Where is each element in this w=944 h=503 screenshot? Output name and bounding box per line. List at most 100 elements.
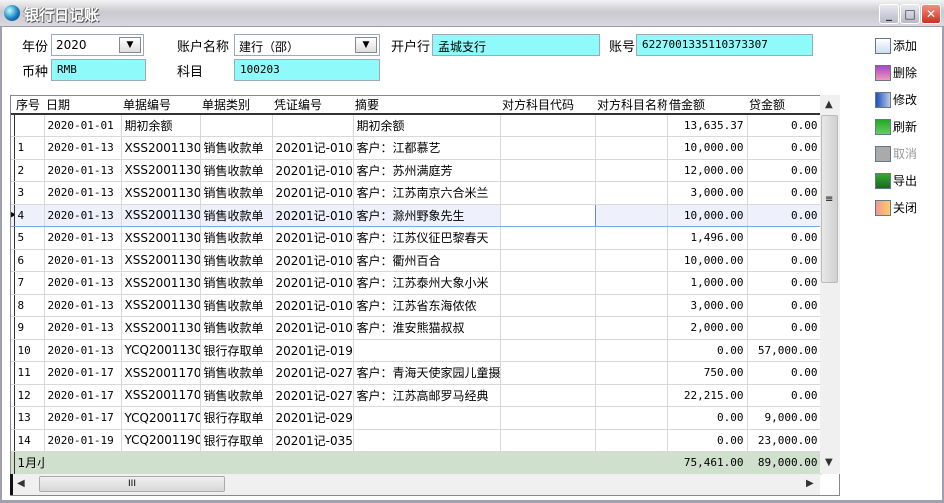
cell-6[interactable]: [500, 294, 596, 317]
cell-0[interactable]: 5: [14, 226, 45, 250]
current-row-indicator-icon[interactable]: ▶: [11, 203, 15, 227]
cell-0[interactable]: 1: [14, 136, 45, 160]
cell-3[interactable]: 销售收款单: [200, 159, 273, 182]
scroll-left-icon[interactable]: ◀: [17, 478, 25, 489]
cell-8[interactable]: 750.00: [667, 361, 748, 385]
cell-2[interactable]: XSS200113009: [121, 294, 201, 317]
cell-2[interactable]: [121, 451, 201, 475]
cell-5[interactable]: [353, 451, 501, 475]
row-header[interactable]: [11, 451, 15, 475]
cell-4[interactable]: 20201记-0103: [272, 181, 354, 205]
toolbar-button-0[interactable]: 添加: [875, 37, 917, 54]
cell-9[interactable]: 0.00: [747, 226, 822, 250]
cell-1[interactable]: 2020-01-17: [44, 406, 122, 430]
cell-6[interactable]: [500, 406, 596, 430]
cell-4[interactable]: 20201记-0108: [272, 294, 354, 317]
cell-3[interactable]: 销售收款单: [200, 271, 273, 295]
cell-2[interactable]: XSS200113002: [121, 136, 201, 160]
cell-7[interactable]: [595, 429, 668, 452]
cell-9[interactable]: 0.00: [747, 384, 822, 407]
cell-6[interactable]: [500, 249, 596, 272]
cell-8[interactable]: 22,215.00: [667, 384, 748, 407]
cell-7[interactable]: [595, 271, 668, 295]
cell-9[interactable]: 0.00: [747, 294, 822, 317]
cell-6[interactable]: [500, 181, 596, 205]
cell-2[interactable]: XSS200113007: [121, 249, 201, 272]
column-header[interactable]: 单据类别: [200, 96, 272, 115]
scroll-right-icon[interactable]: ▶: [806, 478, 814, 489]
horizontal-scrollbar[interactable]: ◀ III ▶: [10, 474, 820, 495]
cell-1[interactable]: [44, 451, 122, 475]
column-header[interactable]: 凭证编号: [272, 96, 353, 115]
cell-3[interactable]: 银行存取单: [200, 429, 273, 452]
cell-7[interactable]: [595, 294, 668, 317]
table-row[interactable]: 22020-01-13XSS200113003销售收款单20201记-0102客…: [11, 159, 822, 182]
column-header[interactable]: 对方科目名称: [595, 96, 667, 115]
row-header[interactable]: [11, 384, 15, 407]
row-header[interactable]: [11, 249, 15, 272]
cell-9[interactable]: 0.00: [747, 316, 822, 340]
cell-8[interactable]: 10,000.00: [667, 203, 748, 227]
toolbar-button-2[interactable]: 修改: [875, 91, 917, 108]
cell-4[interactable]: 20201记-0107: [272, 271, 354, 295]
cell-8[interactable]: 2,000.00: [667, 316, 748, 340]
row-header[interactable]: [11, 294, 15, 317]
ledger-grid[interactable]: 序号 日期 单据编号 单据类别 凭证编号 摘要 对方科目代码 对方科目名称 借金额 贷金额 2020…: [10, 95, 840, 496]
cell-4[interactable]: 20201记-0101: [272, 136, 354, 160]
cell-2[interactable]: XSS200117002: [121, 361, 201, 385]
cell-8[interactable]: 0.00: [667, 429, 748, 452]
cell-1[interactable]: 2020-01-19: [44, 429, 122, 452]
row-header[interactable]: [11, 361, 15, 385]
cell-0[interactable]: 14: [14, 429, 45, 452]
column-header[interactable]: 借金额: [667, 96, 747, 115]
cell-0[interactable]: 7: [14, 271, 45, 295]
cell-9[interactable]: 0.00: [747, 136, 822, 160]
cell-8[interactable]: 1,000.00: [667, 271, 748, 295]
cell-2[interactable]: YCQ200113001: [121, 339, 201, 362]
row-header[interactable]: [11, 136, 15, 160]
cell-0[interactable]: 12: [14, 384, 45, 407]
cell-3[interactable]: 销售收款单: [200, 316, 273, 340]
toolbar-button-5[interactable]: 导出: [875, 172, 917, 189]
cell-5[interactable]: 客户：江都慕艺: [353, 136, 501, 160]
vertical-scrollbar[interactable]: ▲ ≡ ▼: [820, 95, 840, 474]
cell-8[interactable]: 10,000.00: [667, 249, 748, 272]
cell-0[interactable]: [14, 114, 45, 137]
cell-5[interactable]: 客户：江苏省东海侬侬: [353, 294, 501, 317]
table-row[interactable]: 142020-01-19YCQ200119002银行存取单20201记-0353…: [11, 429, 822, 452]
cell-3[interactable]: 销售收款单: [200, 384, 273, 407]
cell-3[interactable]: [200, 451, 273, 475]
cell-8[interactable]: 0.00: [667, 406, 748, 430]
cell-6[interactable]: [500, 226, 596, 250]
chevron-down-icon[interactable]: ▼: [119, 37, 141, 53]
cell-9[interactable]: 0.00: [747, 203, 822, 227]
cell-2[interactable]: XSS200113008: [121, 271, 201, 295]
cell-6[interactable]: [500, 159, 596, 182]
cell-8[interactable]: 75,461.00: [667, 451, 748, 475]
subject-field[interactable]: 100203: [234, 59, 380, 81]
cell-3[interactable]: 销售收款单: [200, 181, 273, 205]
column-header[interactable]: 日期: [44, 96, 121, 115]
cell-1[interactable]: 2020-01-13: [44, 271, 122, 295]
cell-3[interactable]: 销售收款单: [200, 203, 273, 227]
scroll-down-icon[interactable]: ▼: [825, 457, 833, 468]
cell-4[interactable]: 20201记-0104: [272, 203, 354, 227]
cell-7[interactable]: [595, 406, 668, 430]
row-header[interactable]: [11, 114, 15, 137]
cell-2[interactable]: XSS200113006: [121, 226, 201, 250]
row-header[interactable]: [11, 181, 15, 205]
cell-6[interactable]: [500, 451, 596, 475]
table-row[interactable]: 122020-01-17XSS200117003销售收款单20201记-0277…: [11, 384, 822, 407]
close-button[interactable]: ✕: [921, 4, 941, 24]
cell-7[interactable]: [595, 249, 668, 272]
cell-6[interactable]: [500, 271, 596, 295]
cell-5[interactable]: 期初余额: [353, 114, 501, 137]
cell-5[interactable]: 客户：江苏高邮罗马经典: [353, 384, 501, 407]
row-header[interactable]: [11, 429, 15, 452]
cell-8[interactable]: 0.00: [667, 339, 748, 362]
cell-6[interactable]: [500, 339, 596, 362]
table-row[interactable]: 52020-01-13XSS200113006销售收款单20201记-0105客…: [11, 226, 822, 250]
cell-2[interactable]: YCQ200117001: [121, 406, 201, 430]
table-row[interactable]: 112020-01-17XSS200117002销售收款单20201记-0276…: [11, 361, 822, 385]
